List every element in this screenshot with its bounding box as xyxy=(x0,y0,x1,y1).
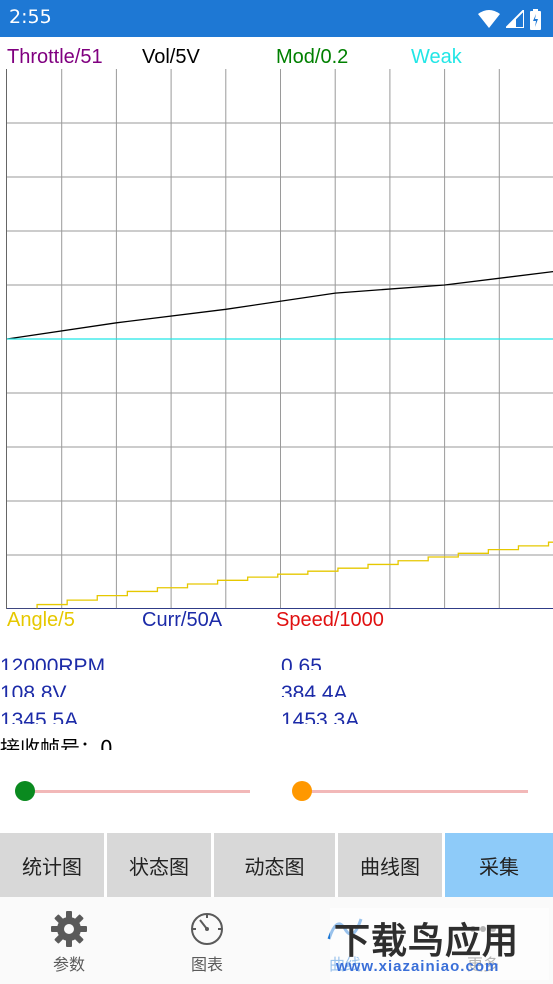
series-line-angle-5 xyxy=(7,541,553,609)
legend-angle: Angle/5 xyxy=(7,609,75,631)
stats-chart-button[interactable]: 统计图 xyxy=(0,833,104,897)
signal-icon xyxy=(506,10,524,28)
legend-throttle: Throttle/51 xyxy=(7,46,103,68)
status-icons xyxy=(478,8,541,30)
current-a-readout: 384.4A xyxy=(281,682,348,697)
watermark-title: 下载鸟应用 xyxy=(334,921,520,962)
gear-icon xyxy=(51,911,87,947)
nav-label-params: 参数 xyxy=(52,955,85,974)
dynamic-chart-button[interactable]: 动态图 xyxy=(214,833,335,897)
right-slider-thumb[interactable] xyxy=(292,781,312,801)
watermark-url: www.xiazainiao.com xyxy=(336,958,500,975)
voltage-readout: 108.8V xyxy=(0,682,67,697)
curve-chart-button[interactable]: 曲线图 xyxy=(338,833,442,897)
modulation-readout: 0.65 xyxy=(281,655,322,670)
left-slider-thumb[interactable] xyxy=(15,781,35,801)
legend-modulation: Mod/0.2 xyxy=(276,46,349,68)
capture-button[interactable]: 采集 xyxy=(445,833,553,897)
nav-item-charts[interactable]: 图表 xyxy=(138,897,276,984)
nav-item-params[interactable]: 参数 xyxy=(0,897,138,984)
line-chart xyxy=(6,69,553,609)
status-bar: 2:55 xyxy=(0,0,553,37)
left-slider-track[interactable] xyxy=(16,790,250,793)
right-slider-track[interactable] xyxy=(293,790,528,793)
speed-readout: 12000RPM xyxy=(0,655,106,670)
nav-label-charts: 图表 xyxy=(190,955,223,974)
right-slider[interactable] xyxy=(292,780,528,802)
legend-speed: Speed/1000 xyxy=(276,609,384,631)
gauge-icon xyxy=(191,913,223,945)
current-b-readout: 1345.5A xyxy=(0,709,79,724)
state-chart-button[interactable]: 状态图 xyxy=(107,833,211,897)
series-line-vol-5v xyxy=(7,270,553,340)
legend-current: Curr/50A xyxy=(142,609,223,631)
legend-voltage: Vol/5V xyxy=(142,46,200,68)
watermark: 下载鸟应用 www.xiazainiao.com xyxy=(330,908,549,980)
chart-canvas xyxy=(7,69,553,609)
legend-weak: Weak xyxy=(411,46,462,68)
wifi-icon xyxy=(478,10,500,28)
battery-icon xyxy=(530,8,541,30)
left-slider[interactable] xyxy=(15,780,250,802)
frame-count-readout: 接收帧号：0 xyxy=(0,736,113,750)
clock: 2:55 xyxy=(9,6,52,28)
current-c-readout: 1453.3A xyxy=(281,709,360,724)
